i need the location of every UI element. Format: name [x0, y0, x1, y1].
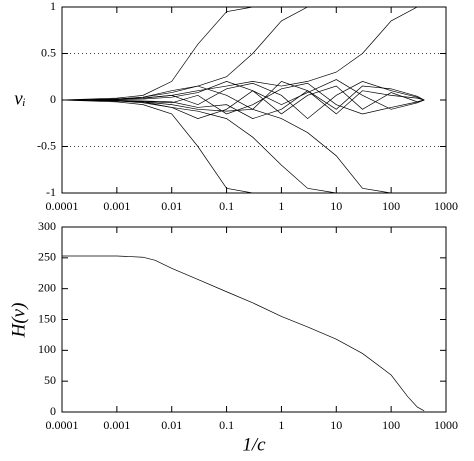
y-tick-label: 0.5: [41, 45, 56, 59]
y-tick-label: 300: [38, 219, 56, 233]
x-tick-label: 1000: [434, 418, 458, 432]
line-series: [61, 6, 425, 101]
x-tick-label: 0.01: [161, 418, 182, 432]
x-tick-label: 0.0001: [46, 199, 79, 213]
line-series: [62, 99, 425, 194]
x-tick-label: 0.01: [161, 199, 182, 213]
x-axis-label: 1/c: [242, 434, 266, 455]
y-tick-label: 150: [38, 311, 56, 325]
line-series: [62, 6, 425, 101]
x-tick-label: 1: [278, 199, 284, 213]
x-tick-label: 0.001: [103, 418, 130, 432]
y-tick-label: 100: [38, 342, 56, 356]
x-tick-label: 1000: [434, 199, 458, 213]
line-series: [61, 79, 425, 110]
y-tick-label: 1: [50, 0, 56, 13]
line-series: [61, 80, 425, 115]
x-tick-label: 100: [382, 199, 400, 213]
x-tick-label: 100: [382, 418, 400, 432]
y-axis-label: vᵢ: [14, 88, 25, 109]
y-tick-label: 0: [50, 404, 56, 418]
y-tick-label: 50: [44, 373, 56, 387]
x-tick-label: 0.1: [219, 199, 234, 213]
line-series: [62, 255, 425, 412]
y-tick-label: -1: [46, 185, 56, 199]
y-tick-label: -0.5: [37, 138, 56, 152]
x-tick-label: 1: [278, 418, 284, 432]
y-tick-label: 250: [38, 250, 56, 264]
line-series: [62, 99, 425, 194]
plot-frame: [61, 6, 447, 194]
y-tick-label: 0: [50, 92, 56, 106]
x-tick-label: 10: [330, 418, 342, 432]
line-series: [61, 99, 425, 194]
y-axis-label: H(v): [8, 303, 29, 339]
line-series: [62, 6, 425, 101]
plot-frame: [61, 226, 447, 413]
y-tick-label: 200: [38, 280, 56, 294]
x-tick-label: 10: [330, 199, 342, 213]
line-series: [61, 85, 425, 119]
x-tick-label: 0.001: [103, 199, 130, 213]
x-tick-label: 0.0001: [46, 418, 79, 432]
x-tick-label: 0.1: [219, 418, 234, 432]
